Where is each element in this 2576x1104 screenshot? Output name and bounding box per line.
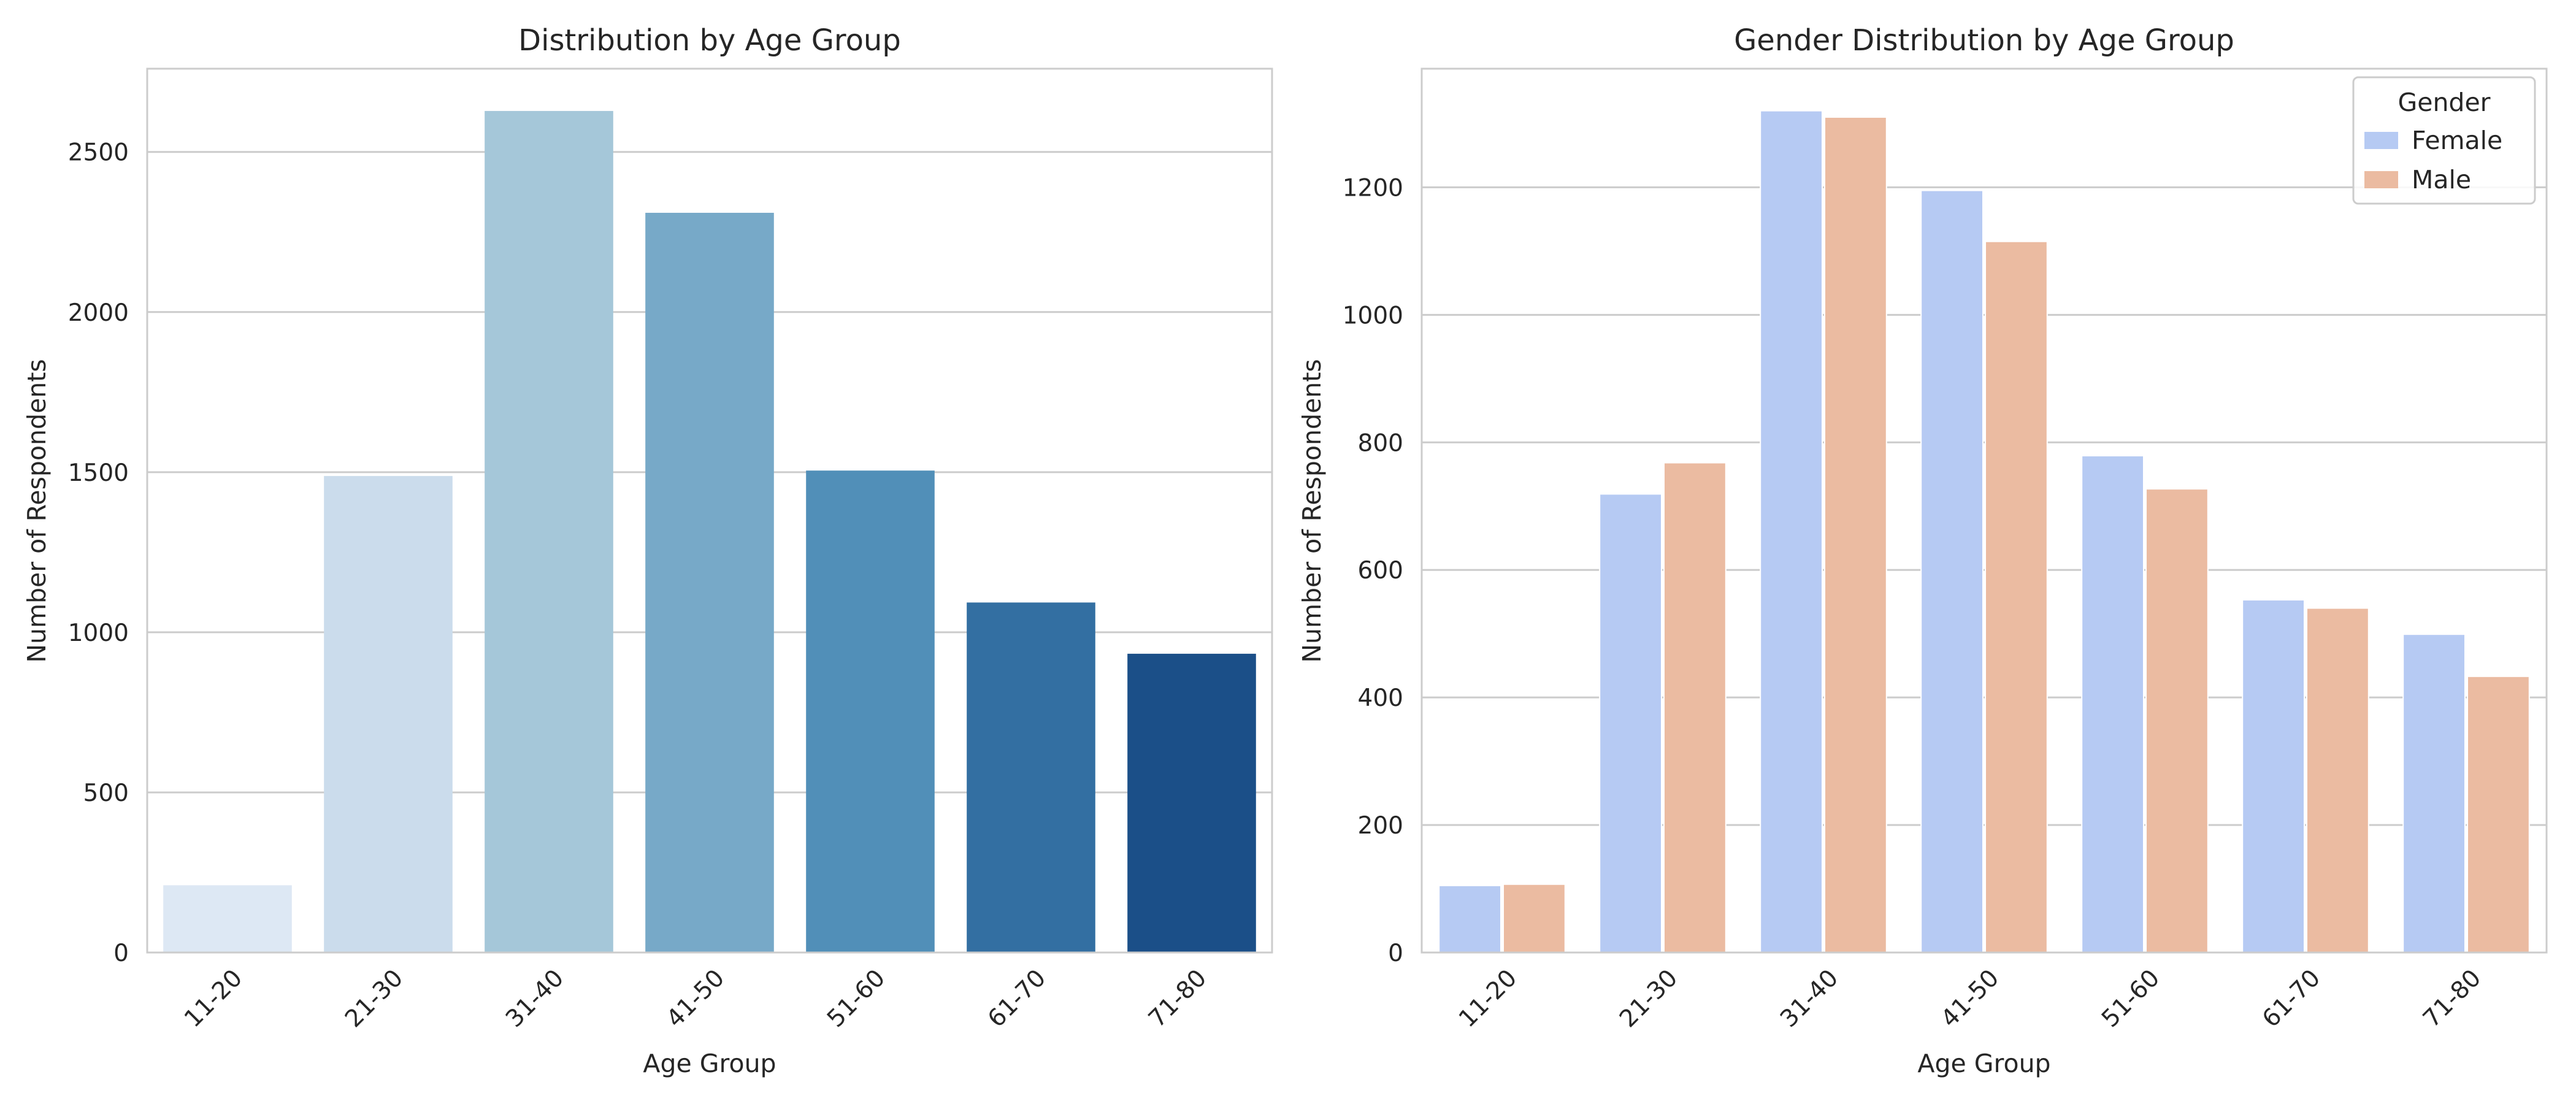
bar xyxy=(163,885,292,953)
y-tick-label: 2000 xyxy=(68,299,129,327)
y-tick-label: 1000 xyxy=(1343,302,1403,329)
bar xyxy=(806,470,935,953)
legend: Gender Female Male xyxy=(2352,76,2536,205)
y-tick-label: 2500 xyxy=(68,139,129,167)
y-tick-label: 0 xyxy=(1388,940,1403,967)
legend-frame xyxy=(2352,76,2536,205)
bar-female xyxy=(1920,190,1984,954)
y-tick-label: 1000 xyxy=(68,619,129,647)
bar-female xyxy=(1760,110,1823,954)
bar-male xyxy=(2306,607,2369,953)
legend-title: Gender xyxy=(2398,88,2490,117)
y-tick-label: 1500 xyxy=(68,459,129,487)
y-tick-label: 1200 xyxy=(1343,174,1403,202)
legend-swatch-male xyxy=(2364,171,2398,188)
bar-male xyxy=(1824,117,1887,953)
y-tick-label: 600 xyxy=(1358,557,1403,585)
legend-label-male: Male xyxy=(2412,165,2471,194)
bar-male xyxy=(2145,488,2209,953)
legend-swatch-female xyxy=(2364,132,2398,149)
y-axis-label: Number of Respondents xyxy=(22,359,52,662)
bar-male xyxy=(1503,883,1566,954)
y-tick-label: 0 xyxy=(113,940,129,967)
y-tick-label: 500 xyxy=(83,780,129,807)
bar xyxy=(645,212,774,953)
x-axis-label: Age Group xyxy=(1917,1049,2050,1078)
bar-female xyxy=(2402,634,2466,953)
y-tick-label: 400 xyxy=(1358,684,1403,712)
bar-female xyxy=(2242,599,2305,953)
bar-female xyxy=(1599,493,1662,953)
bar xyxy=(485,110,613,953)
chart-title: Gender Distribution by Age Group xyxy=(1734,23,2234,58)
bar-male xyxy=(1985,240,2048,953)
bar xyxy=(967,602,1095,953)
y-tick-label: 200 xyxy=(1358,812,1403,840)
bar-male xyxy=(1663,462,1727,953)
bar xyxy=(1127,653,1256,953)
bar xyxy=(324,476,453,953)
chart-title: Distribution by Age Group xyxy=(518,23,901,58)
y-tick-label: 800 xyxy=(1358,429,1403,457)
bar-female xyxy=(1438,884,1501,954)
plot-frame xyxy=(146,67,1273,954)
bar-male xyxy=(2467,675,2530,954)
x-axis-label: Age Group xyxy=(643,1049,776,1078)
plot-frame xyxy=(1420,67,2548,954)
y-axis-label: Number of Respondents xyxy=(1297,359,1327,662)
legend-label-female: Female xyxy=(2412,126,2502,155)
bar-female xyxy=(2081,455,2144,953)
